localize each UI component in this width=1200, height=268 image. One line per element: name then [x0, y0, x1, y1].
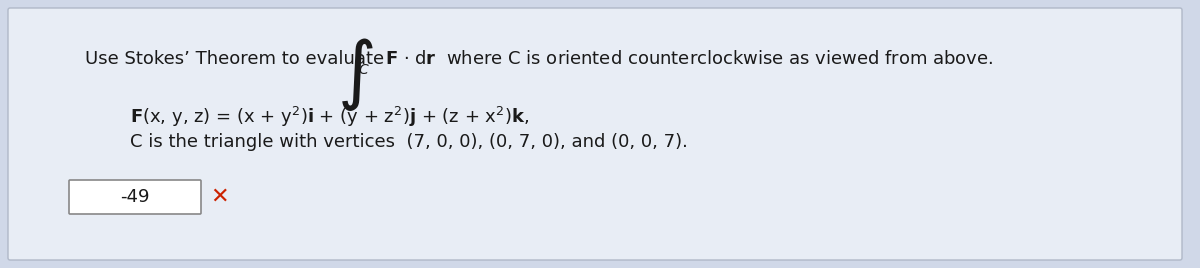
Text: $\int$: $\int$: [337, 36, 373, 113]
Text: Use Stokes’ Theorem to evaluate: Use Stokes’ Theorem to evaluate: [85, 50, 384, 68]
Text: -49: -49: [120, 188, 150, 206]
FancyBboxPatch shape: [70, 180, 202, 214]
Text: $\mathbf{F}$ · d$\mathbf{r}$  where C is oriented counterclockwise as viewed fro: $\mathbf{F}$ · d$\mathbf{r}$ where C is …: [385, 50, 994, 68]
Text: ✕: ✕: [210, 187, 229, 207]
Text: $\mathbf{F}$(x, y, z) = (x + y$^2$)$\mathbf{i}$ + (y + z$^2$)$\mathbf{j}$ + (z +: $\mathbf{F}$(x, y, z) = (x + y$^2$)$\mat…: [130, 105, 529, 129]
Text: C is the triangle with vertices  (7, 0, 0), (0, 7, 0), and (0, 0, 7).: C is the triangle with vertices (7, 0, 0…: [130, 133, 688, 151]
FancyBboxPatch shape: [8, 8, 1182, 260]
Text: C: C: [358, 63, 368, 77]
